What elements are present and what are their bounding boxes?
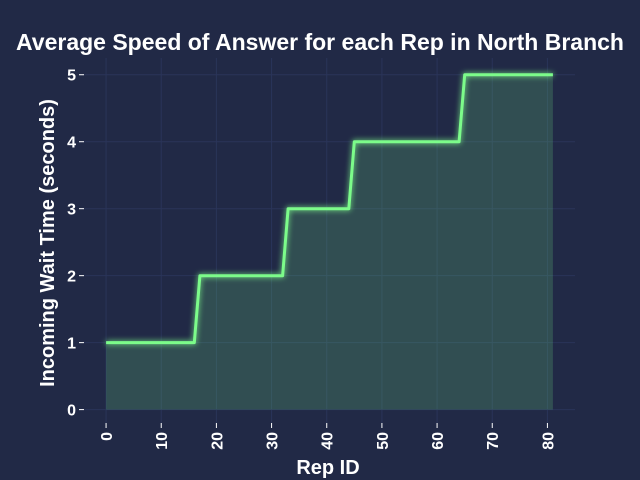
x-axis: 0 10 20 30 40 50 60 70 80 — [99, 423, 557, 450]
y-tick-label-4: 4 — [67, 135, 76, 152]
chart-title: Average Speed of Answer for each Rep in … — [16, 29, 624, 55]
x-tick-label-8: 80 — [540, 432, 557, 450]
plot-area — [106, 73, 553, 410]
y-tick-label-2: 2 — [67, 269, 76, 286]
y-tick-label-3: 3 — [67, 202, 76, 219]
x-tick-label-4: 40 — [320, 432, 337, 450]
y-tick-label-1: 1 — [67, 336, 76, 353]
y-tick-label-5: 5 — [67, 68, 76, 85]
x-tick-label-1: 10 — [154, 432, 171, 450]
y-tick-label-0: 0 — [67, 403, 76, 420]
x-tick-label-5: 50 — [375, 432, 392, 450]
x-tick-label-7: 70 — [485, 432, 502, 450]
x-tick-label-0: 0 — [99, 432, 116, 441]
y-axis-label: Incoming Wait Time (seconds) — [37, 99, 59, 387]
x-tick-label-3: 30 — [265, 432, 282, 450]
series-area-0 — [106, 74, 553, 410]
x-tick-label-6: 60 — [430, 432, 447, 450]
y-axis: 0 1 2 3 4 5 — [67, 68, 84, 420]
x-axis-label: Rep ID — [296, 457, 359, 479]
x-tick-label-2: 20 — [209, 432, 226, 450]
series-line-0 — [106, 73, 553, 345]
